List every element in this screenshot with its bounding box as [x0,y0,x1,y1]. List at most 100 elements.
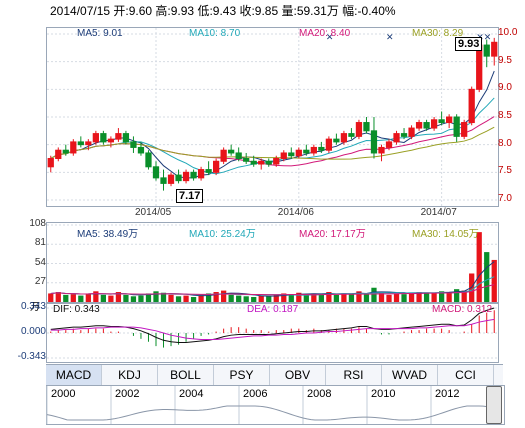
candle-body [205,169,212,173]
candle [318,141,325,153]
volume-bar [423,293,430,302]
tab-cci[interactable]: CCI [438,365,494,385]
volume-bar [93,291,99,302]
candle-body [430,119,438,129]
timeline-year: 2000 [51,388,76,400]
candle-body [137,146,145,154]
event-marker-icon: ✕ [484,32,492,42]
candle-body [340,133,348,143]
candle-body [160,177,167,184]
candle-body [220,149,227,162]
timeline-year: 2012 [435,388,460,400]
candle-body [55,149,62,159]
candle [228,144,235,156]
volume-panel: MA5: 38.49万 MA10: 25.24万 MA20: 17.17万 MA… [46,222,499,303]
volume-bar [311,293,317,302]
candle [453,114,460,142]
vol-ma30-label: MA30: 14.05万 [412,229,479,240]
candle-body [468,88,475,124]
volume-bar [70,294,76,302]
tab-wvad[interactable]: WVAD [382,365,438,385]
volume-tick: 54 [34,256,46,268]
candlestick-chart: ✕✕✕✕ [47,28,498,206]
ma10-label: MA10: 8.70 [189,28,241,39]
volume-bar [138,295,144,302]
volume-bar [288,294,294,302]
candle-body [288,152,295,157]
timeline-sparkline [46,386,488,424]
candle [212,158,220,176]
candle [483,39,490,68]
ma30-line [50,126,495,160]
candle [280,150,287,162]
tab-macd[interactable]: MACD [46,365,102,385]
tab-boll[interactable]: BOLL [158,365,214,385]
candle [438,111,445,126]
date-tick: 2014/05 [134,207,172,218]
volume-bar [228,294,234,302]
candle [423,119,430,131]
timeline-drag-handle[interactable] [486,386,502,424]
candle [370,117,378,159]
volume-bar [476,232,482,302]
candle-body [325,138,333,151]
timeline-year: 2010 [371,388,396,400]
volume-bar [190,297,197,302]
tab-obv[interactable]: OBV [270,365,326,385]
volume-bar [85,293,91,302]
price-tick-right: 8.0 [498,137,512,149]
candle [115,128,122,142]
candle-body [115,133,122,140]
price-panel: ✕✕✕✕ MA5: 9.01 MA10: 8.70 MA20: 8.40 MA3… [46,27,499,207]
tab-kdj[interactable]: KDJ [102,365,158,385]
candle-body [491,41,498,57]
timeline-navigator[interactable]: 2000 2002 2004 2006 2008 2010 2012 [46,385,505,425]
high-price-marker: 9.93 [455,37,483,51]
vol-ma10-label: MA10: 25.24万 [189,229,256,240]
volume-bar [100,294,107,302]
volume-tick: 108 [29,218,46,229]
price-tick-right: 10.0 [498,27,518,38]
candle [92,130,99,145]
volume-bar [258,295,264,302]
candle [446,114,453,129]
tab-psy[interactable]: PSY [214,365,270,385]
candle [107,136,115,148]
candle [385,139,393,151]
candle-body [62,149,69,154]
candle-body [370,130,378,154]
volume-unit: 万 [30,302,40,313]
candle-body [197,169,205,179]
volume-bar [153,291,159,302]
indicator-tabs: MACD KDJ BOLL PSY OBV RSI WVAD CCI [46,364,503,386]
candle [130,136,137,153]
volume-bar [393,293,400,302]
candle [160,169,167,191]
candle-body [453,116,460,137]
candle-body [415,122,423,129]
volume-bar [115,292,122,302]
candle [70,139,77,156]
candle [303,144,310,156]
candle [152,161,160,181]
candle [273,155,280,167]
candle [182,169,190,184]
volume-bar [281,293,287,302]
volume-bar [491,259,497,302]
candle [137,141,145,156]
candle [55,147,62,162]
candle-body [250,160,257,165]
candle [408,125,415,140]
candle [288,147,295,159]
volume-bar [484,252,490,302]
candle-body [446,116,453,124]
macd-tick: -0.343 [17,351,46,362]
candle-body [122,133,130,143]
volume-bar [221,290,227,302]
tab-rsi[interactable]: RSI [326,365,382,385]
volume-bar [160,292,167,302]
volume-bar [303,294,309,302]
candle [175,169,182,184]
candle-body [130,141,137,148]
candle [220,147,227,165]
